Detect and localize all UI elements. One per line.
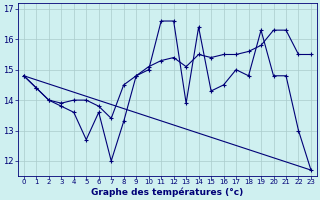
X-axis label: Graphe des températures (°c): Graphe des températures (°c) <box>91 188 244 197</box>
